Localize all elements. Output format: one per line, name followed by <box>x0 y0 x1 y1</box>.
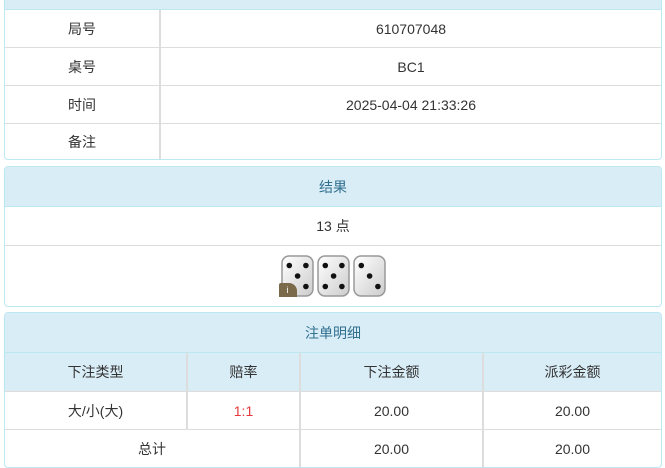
total-payout: 20.00 <box>482 430 661 467</box>
die-face-3-icon <box>352 255 386 297</box>
result-title: 结果 <box>5 167 661 207</box>
table-row: 大/小(大) 1:1 20.00 20.00 <box>5 391 661 429</box>
info-row-table: 桌号 BC1 <box>5 47 661 85</box>
remark-value <box>159 124 661 159</box>
time-value: 2025-04-04 21:33:26 <box>159 86 661 123</box>
header-payout: 派彩金额 <box>482 353 661 391</box>
result-panel: 结果 13 点 i <box>4 166 662 307</box>
header-bet-amount: 下注金额 <box>299 353 482 391</box>
round-number: 610707048 <box>159 10 661 47</box>
total-row: 总计 20.00 20.00 <box>5 429 661 467</box>
label: 桌号 <box>68 58 96 75</box>
info-row-time: 时间 2025-04-04 21:33:26 <box>5 85 661 123</box>
info-panel: 局号 610707048 桌号 BC1 时间 2025-04-04 21:33:… <box>4 0 662 160</box>
info-row-round: 局号 610707048 <box>5 10 661 47</box>
info-panel-header <box>5 0 661 10</box>
total-label: 总计 <box>138 440 166 457</box>
bet-amount: 20.00 <box>299 392 482 429</box>
table-header: 下注类型 赔率 下注金额 派彩金额 <box>5 353 661 391</box>
bet-detail-panel: 注单明细 下注类型 赔率 下注金额 派彩金额 大/小(大) 1:1 20.00 … <box>4 312 662 468</box>
dice-group: i <box>278 255 386 297</box>
label: 时间 <box>68 96 96 113</box>
header-bet-type: 下注类型 <box>67 364 124 380</box>
die-face-5-icon: i <box>278 255 314 297</box>
label: 备注 <box>68 134 96 150</box>
total-amount: 20.00 <box>299 430 482 467</box>
header-odds: 赔率 <box>186 353 299 391</box>
odds: 1:1 <box>186 392 299 429</box>
payout: 20.00 <box>482 392 661 429</box>
die-face-5-icon <box>316 255 350 297</box>
label: 局号 <box>68 20 96 37</box>
result-points: 13 点 <box>316 218 350 234</box>
info-badge-icon[interactable]: i <box>278 283 297 297</box>
bet-type: 大/小(大) <box>67 402 124 419</box>
table-number: BC1 <box>159 48 661 85</box>
info-row-remark: 备注 <box>5 123 661 159</box>
bet-detail-title: 注单明细 <box>5 313 661 353</box>
